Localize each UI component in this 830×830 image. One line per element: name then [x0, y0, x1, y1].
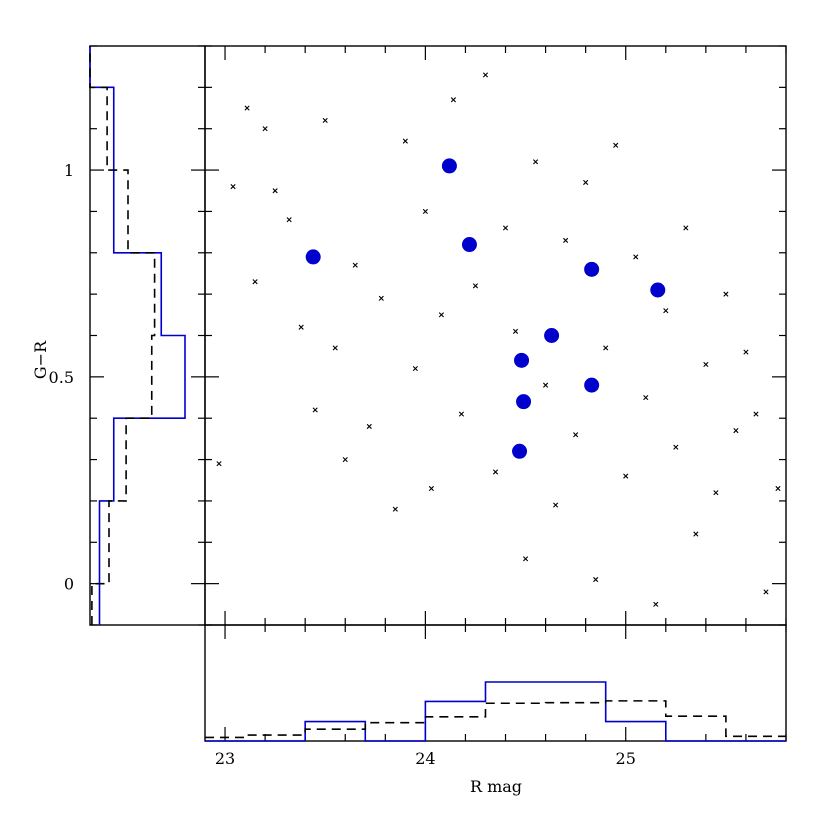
data-point [723, 291, 729, 297]
bottom-histogram-dashed [205, 700, 786, 739]
highlight-point [305, 249, 321, 265]
y-tick-label: 0.5 [49, 368, 74, 387]
data-point [412, 365, 418, 372]
data-point [743, 349, 749, 355]
data-point [502, 225, 509, 231]
data-point [522, 556, 529, 562]
data-point [492, 469, 499, 475]
data-point [366, 423, 372, 430]
data-point [683, 225, 689, 231]
left-frame [89, 45, 206, 626]
highlight-point [461, 237, 477, 253]
data-point [663, 308, 669, 314]
data-point [673, 444, 679, 450]
highlight-point [584, 377, 600, 393]
data-point [713, 490, 719, 496]
data-point [593, 576, 599, 583]
data-point [298, 324, 304, 330]
data-point [402, 138, 408, 144]
data-point [286, 217, 292, 223]
data-point [244, 105, 250, 111]
data-point [438, 312, 444, 318]
bottom-histogram-panel [204, 624, 787, 742]
data-point [532, 159, 539, 165]
data-point [322, 117, 328, 124]
data-point [392, 506, 398, 512]
data-point [643, 394, 649, 401]
y-tick-label: 1 [64, 161, 74, 180]
main-scatter-panel: 0 0.5 1 23 24 25 [49, 45, 787, 768]
data-point [603, 345, 609, 351]
data-point [703, 361, 709, 368]
data-point [378, 295, 384, 301]
x-tick-label: 23 [215, 749, 235, 768]
data-point [553, 502, 559, 508]
data-point [252, 279, 258, 285]
x-tick-label: 25 [616, 749, 636, 768]
bottom-histogram-solid [205, 681, 786, 742]
data-point [563, 237, 569, 243]
data-point [583, 179, 589, 186]
data-point [613, 142, 619, 148]
data-point [623, 473, 629, 479]
data-point [458, 411, 465, 417]
highlight-point [544, 328, 560, 343]
data-point [482, 72, 489, 78]
x-tick-label: 24 [415, 749, 435, 768]
x-axis-label: R mag [470, 777, 522, 796]
data-point [450, 97, 457, 103]
data-point [653, 601, 659, 607]
left-histogram-panel [89, 45, 206, 626]
data-point [262, 126, 268, 132]
highlight-point [441, 158, 457, 174]
data-point [428, 485, 434, 492]
data-point [312, 407, 318, 413]
data-point [633, 254, 639, 260]
data-point [342, 456, 348, 463]
highlight-point [512, 443, 528, 459]
data-point [733, 428, 739, 434]
data-point [775, 485, 781, 492]
data-point [693, 531, 699, 537]
data-point [216, 461, 222, 467]
bottom-frame [204, 624, 787, 742]
main-frame [204, 45, 787, 626]
y-axis-label: G−R [31, 340, 50, 379]
left-histogram-solid [89, 46, 186, 625]
y-tick-label: 0 [64, 575, 74, 594]
highlight-point [650, 282, 666, 298]
highlight-point [516, 394, 532, 410]
highlight-point [514, 352, 530, 368]
highlight-point [584, 261, 600, 277]
left-histogram-dashed [89, 46, 156, 625]
data-point [763, 589, 769, 595]
data-point [352, 262, 358, 268]
data-point [272, 188, 278, 194]
data-point [542, 382, 549, 388]
data-point [512, 328, 519, 334]
data-point [573, 432, 579, 438]
data-point [753, 411, 759, 417]
data-point [230, 184, 236, 190]
data-point [422, 208, 428, 215]
data-point [472, 283, 479, 289]
data-point [332, 345, 338, 351]
